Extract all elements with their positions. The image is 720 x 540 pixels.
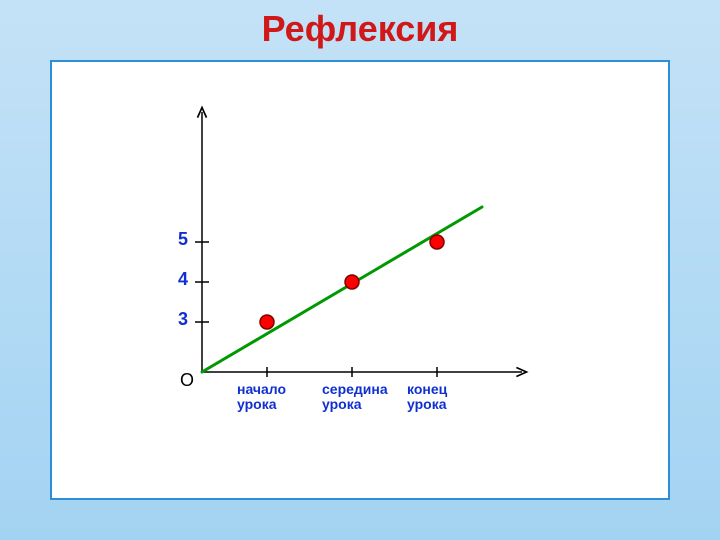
page-title: Рефлексия	[0, 0, 720, 50]
x-tick-label: конец урока	[407, 382, 447, 413]
y-tick-label: 5	[164, 229, 188, 250]
y-tick-label: 3	[164, 309, 188, 330]
x-tick-label: начало урока	[237, 382, 286, 413]
y-tick-label: 4	[164, 269, 188, 290]
chart-panel: О 3 4 5 начало урока середина урока конец урок…	[50, 60, 670, 500]
reflection-chart	[52, 62, 672, 502]
x-tick-label: середина урока	[322, 382, 388, 413]
origin-label: О	[180, 370, 194, 391]
